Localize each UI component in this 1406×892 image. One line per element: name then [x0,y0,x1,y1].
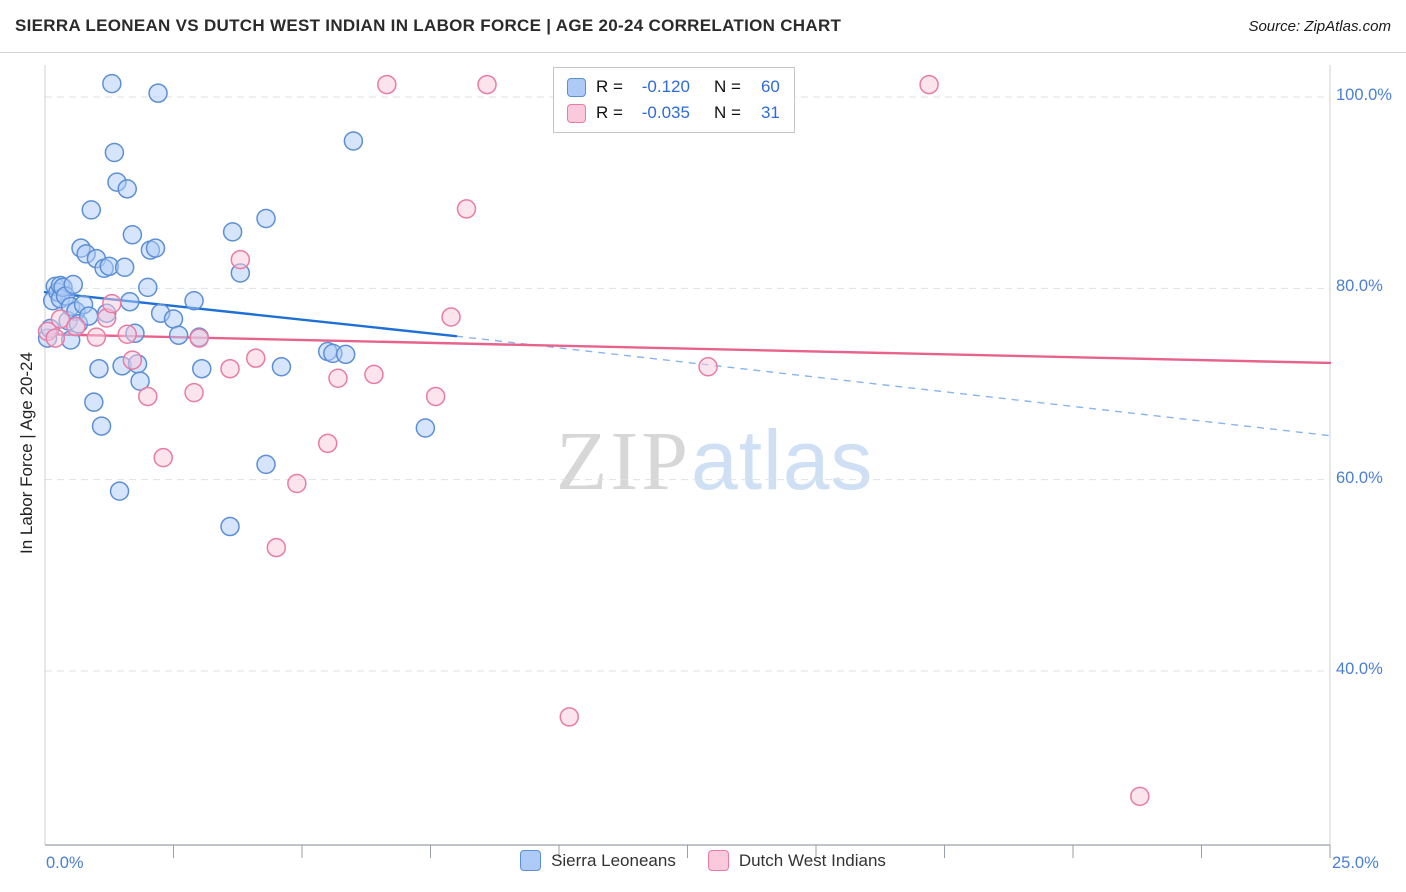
data-point-dutch-west-indian[interactable] [66,316,86,337]
data-point-dutch-west-indian[interactable] [245,348,266,368]
data-point-sierra-leonean[interactable] [256,454,276,475]
data-point-sierra-leonean[interactable] [130,371,150,391]
data-point-sierra-leonean[interactable] [138,277,158,298]
legend-row: R = -0.120 N = 60 [567,77,780,97]
data-point-sierra-leonean[interactable] [114,257,135,278]
data-point-dutch-west-indian[interactable] [102,293,122,314]
watermark-zip: ZIP [556,415,691,508]
data-point-sierra-leonean[interactable] [122,225,143,245]
bottom-legend-label: Dutch West Indians [738,850,886,870]
data-point-dutch-west-indian[interactable] [220,358,240,379]
data-point-sierra-leonean[interactable] [145,238,166,258]
data-point-sierra-leonean[interactable] [109,481,130,501]
bottom-legend-label: Sierra Leoneans [551,850,676,870]
bottom-legend-item: Dutch West Indians [707,850,886,871]
legend-swatch [567,103,586,123]
data-point-dutch-west-indian[interactable] [45,328,66,348]
data-point-sierra-leonean[interactable] [163,309,184,329]
trend-line-dashed [456,335,1331,437]
r-label: R = [596,77,623,96]
n-value: 31 [760,103,780,122]
data-point-dutch-west-indian[interactable] [919,74,939,95]
data-point-sierra-leonean[interactable] [184,291,204,311]
data-point-dutch-west-indian[interactable] [117,324,137,345]
n-value: 60 [760,77,780,96]
data-point-sierra-leonean[interactable] [81,200,102,220]
data-point-dutch-west-indian[interactable] [559,707,580,727]
y-axis-title: In Labor Force | Age 20-24 [17,352,36,554]
data-point-sierra-leonean[interactable] [91,416,112,436]
data-point-sierra-leonean[interactable] [415,418,436,438]
n-label: N = [713,77,741,96]
data-point-sierra-leonean[interactable] [335,344,356,365]
data-point-sierra-leonean[interactable] [168,325,189,345]
data-point-dutch-west-indian[interactable] [441,307,461,327]
x-axis-min-label: 0.0% [46,854,84,872]
bottom-legend: Sierra Leoneans Dutch West Indians [0,850,1406,871]
x-axis-max-label: 25.0% [1332,854,1379,872]
data-point-dutch-west-indian[interactable] [317,433,338,454]
legend-swatch [707,850,729,871]
data-point-sierra-leonean[interactable] [120,291,140,312]
n-label: N = [713,103,741,122]
bottom-legend-item: Sierra Leoneans [520,850,676,871]
data-point-sierra-leonean[interactable] [117,179,137,199]
data-point-sierra-leonean[interactable] [256,208,276,229]
legend-swatch [520,850,542,871]
data-point-dutch-west-indian[interactable] [377,74,397,95]
data-point-dutch-west-indian[interactable] [122,350,143,370]
r-label: R = [596,103,623,122]
data-point-dutch-west-indian[interactable] [477,74,497,95]
watermark-atlas: atlas [691,413,874,507]
data-point-dutch-west-indian[interactable] [189,328,209,348]
data-point-sierra-leonean[interactable] [63,274,84,295]
y-axis-tick-label: 80.0% [1336,277,1383,296]
y-axis-tick-label: 40.0% [1336,660,1383,678]
data-point-dutch-west-indian[interactable] [1130,786,1150,807]
data-point-sierra-leonean[interactable] [271,357,292,377]
data-point-dutch-west-indian[interactable] [266,537,287,558]
data-point-sierra-leonean[interactable] [222,222,243,242]
page-title: SIERRA LEONEAN VS DUTCH WEST INDIAN IN L… [15,16,842,35]
legend-row: R = -0.035 N = 31 [567,103,780,123]
data-point-dutch-west-indian[interactable] [287,473,307,494]
data-point-dutch-west-indian[interactable] [86,327,107,347]
header: SIERRA LEONEAN VS DUTCH WEST INDIAN IN L… [0,0,1406,53]
data-point-sierra-leonean[interactable] [102,73,122,94]
data-point-sierra-leonean[interactable] [148,83,168,103]
data-point-sierra-leonean[interactable] [220,516,240,537]
data-point-sierra-leonean[interactable] [89,358,109,379]
data-point-sierra-leonean[interactable] [192,358,212,379]
r-value: -0.035 [641,103,690,122]
data-point-dutch-west-indian[interactable] [456,199,477,219]
data-point-dutch-west-indian[interactable] [698,357,718,377]
watermark: ZIPatlas [556,418,873,504]
trend-line [43,333,1332,365]
data-point-dutch-west-indian[interactable] [230,249,251,270]
y-axis-tick-label: 100.0% [1336,86,1392,104]
y-axis-tick-label: 60.0% [1336,468,1383,487]
data-point-dutch-west-indian[interactable] [184,382,204,403]
data-point-dutch-west-indian[interactable] [425,386,446,407]
data-point-dutch-west-indian[interactable] [364,364,384,385]
data-point-sierra-leonean[interactable] [343,131,364,151]
data-point-sierra-leonean[interactable] [84,392,104,412]
data-point-dutch-west-indian[interactable] [50,309,71,329]
data-point-dutch-west-indian[interactable] [138,386,158,407]
r-value: -0.120 [641,77,690,96]
data-point-dutch-west-indian[interactable] [153,447,173,468]
data-point-dutch-west-indian[interactable] [328,368,348,389]
source-attribution: Source: ZipAtlas.com [1248,17,1391,35]
legend-box: R = -0.120 N = 60 R = -0.035 N = 31 [553,67,795,133]
legend-swatch [567,77,586,97]
data-point-sierra-leonean[interactable] [104,142,125,163]
